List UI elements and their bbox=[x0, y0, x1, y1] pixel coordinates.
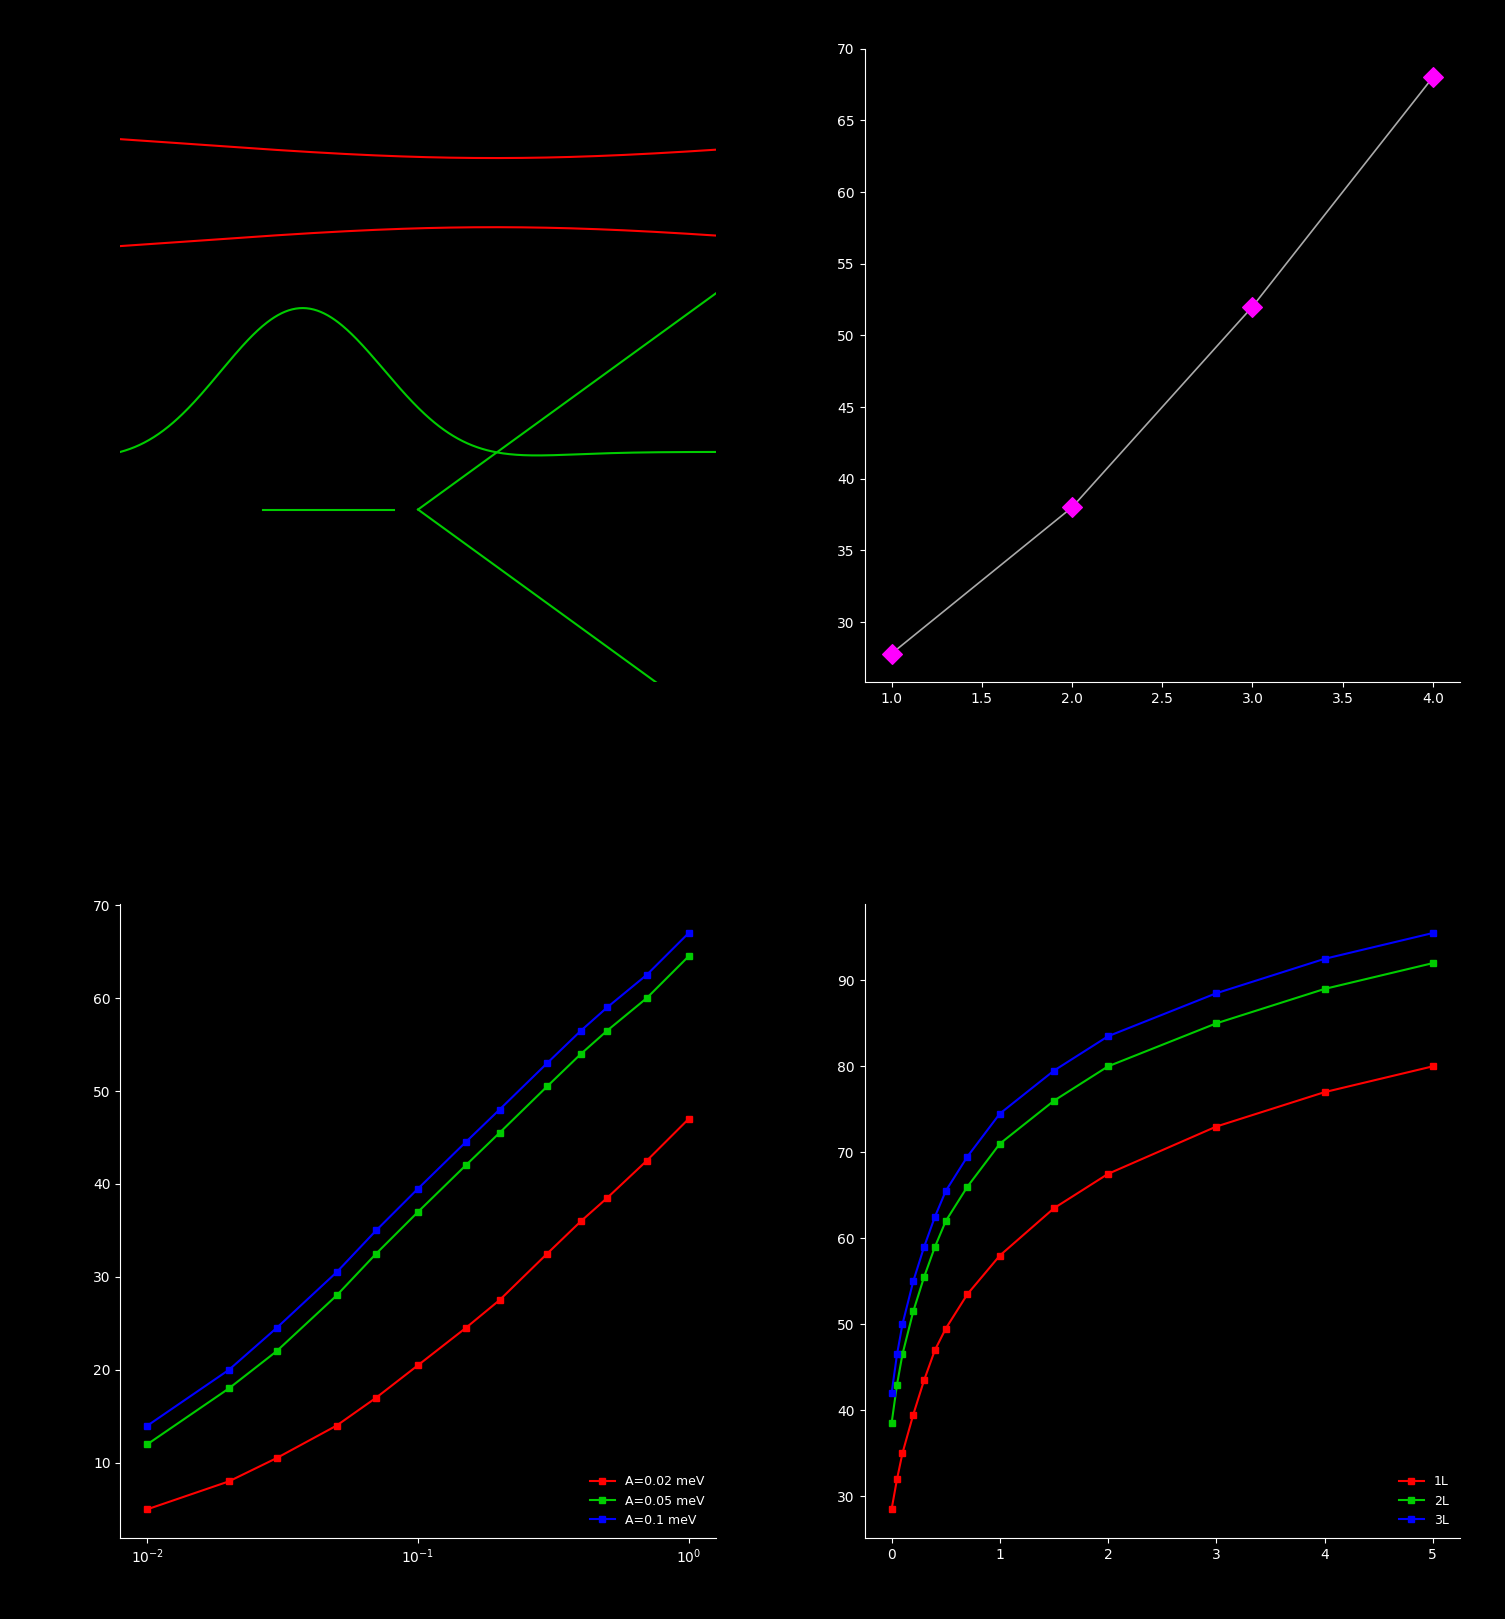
Point bbox=[1240, 293, 1264, 319]
Point bbox=[879, 641, 903, 667]
Legend: A=0.02 meV, A=0.05 meV, A=0.1 meV: A=0.02 meV, A=0.05 meV, A=0.1 meV bbox=[585, 1470, 709, 1532]
Point bbox=[1060, 494, 1084, 520]
Legend: 1L, 2L, 3L: 1L, 2L, 3L bbox=[1394, 1470, 1454, 1532]
Point bbox=[1421, 65, 1445, 91]
